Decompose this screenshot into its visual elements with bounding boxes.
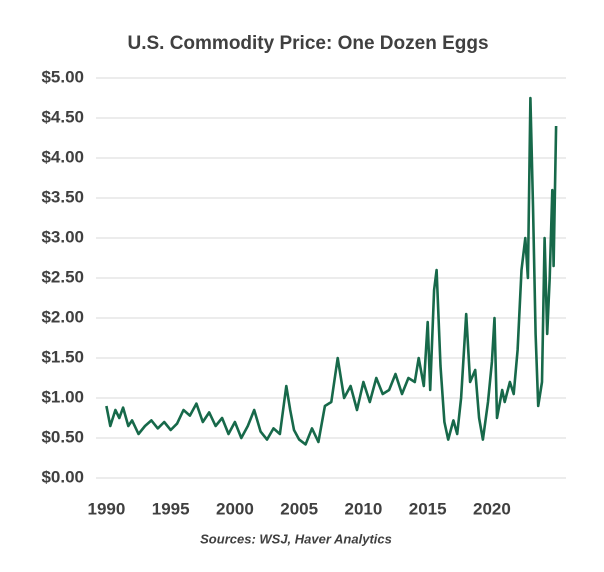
y-tick-label: $5.00: [41, 67, 84, 86]
y-tick-label: $0.50: [41, 427, 84, 446]
y-tick-label: $1.50: [41, 347, 84, 366]
x-tick-label: 2005: [280, 499, 318, 518]
y-tick-label: $4.00: [41, 147, 84, 166]
x-tick-label: 2000: [216, 499, 254, 518]
x-tick-label: 2020: [473, 499, 511, 518]
y-tick-label: $0.00: [41, 467, 84, 486]
y-tick-label: $3.00: [41, 227, 84, 246]
y-tick-label: $2.50: [41, 267, 84, 286]
price-line: [105, 96, 558, 446]
x-tick-label: 2010: [344, 499, 382, 518]
y-tick-label: $2.00: [41, 307, 84, 326]
y-tick-label: $4.50: [41, 107, 84, 126]
chart-title: U.S. Commodity Price: One Dozen Eggs: [127, 33, 488, 54]
y-tick-label: $3.50: [41, 187, 84, 206]
x-tick-label: 1990: [88, 499, 126, 518]
x-tick-label: 1995: [152, 499, 190, 518]
x-tick-label: 2015: [409, 499, 447, 518]
source-note: Sources: WSJ, Haver Analytics: [200, 531, 392, 546]
y-tick-label: $1.00: [41, 387, 84, 406]
